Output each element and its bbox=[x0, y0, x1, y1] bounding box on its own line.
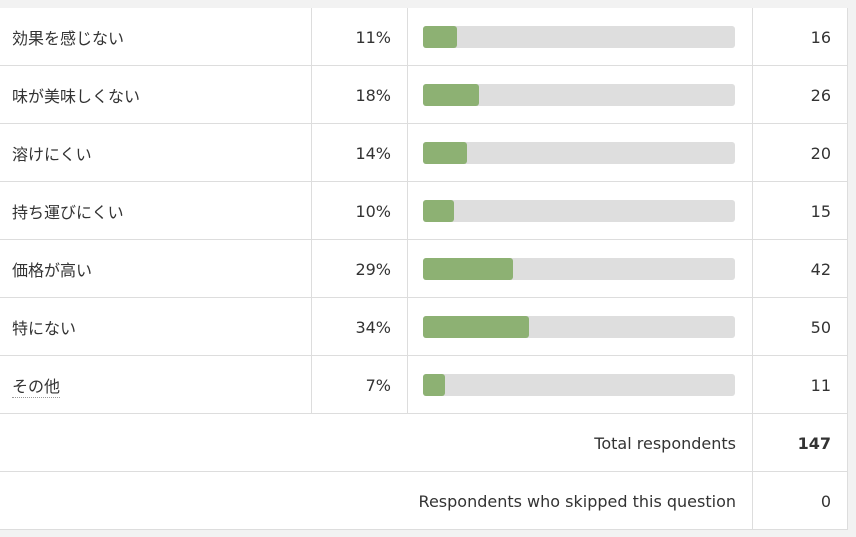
bar-track bbox=[423, 26, 735, 48]
row-divider bbox=[0, 355, 847, 356]
count: 20 bbox=[810, 143, 831, 163]
percent-label: 7% bbox=[365, 375, 391, 395]
bar-track bbox=[423, 374, 735, 396]
bar bbox=[423, 84, 480, 106]
percent-label: 29% bbox=[355, 259, 391, 279]
bar bbox=[423, 258, 514, 280]
count: 42 bbox=[810, 259, 831, 279]
bar-track bbox=[423, 200, 735, 222]
percent-label: 10% bbox=[355, 201, 391, 221]
summary-value: 0 bbox=[820, 491, 831, 511]
percent-label: 11% bbox=[355, 27, 391, 47]
answer-text: 溶けにくい bbox=[12, 145, 92, 164]
summary-label: Total respondents bbox=[594, 433, 736, 453]
count: 15 bbox=[810, 201, 831, 221]
bar bbox=[423, 316, 530, 338]
row-divider bbox=[0, 413, 847, 414]
answer-label: 価格が高い bbox=[0, 240, 311, 298]
bar bbox=[423, 374, 445, 396]
count: 11 bbox=[810, 375, 831, 395]
bar-track bbox=[423, 142, 735, 164]
percent-label: 34% bbox=[355, 317, 391, 337]
answer-text: 特にない bbox=[12, 319, 77, 338]
col-divider bbox=[407, 8, 408, 414]
col-divider bbox=[311, 8, 312, 414]
answer-label: 溶けにくい bbox=[0, 124, 311, 182]
summary-value: 147 bbox=[797, 433, 831, 453]
count: 50 bbox=[810, 317, 831, 337]
row-divider bbox=[0, 123, 847, 124]
answer-label: 持ち運びにくい bbox=[0, 182, 311, 240]
answer-label: 特にない bbox=[0, 298, 311, 356]
answer-text: 持ち運びにくい bbox=[12, 203, 124, 222]
row-divider bbox=[0, 65, 847, 66]
percent-label: 18% bbox=[355, 85, 391, 105]
row-divider bbox=[0, 181, 847, 182]
answer-text: その他 bbox=[12, 373, 61, 398]
results-table: 効果を感じない 11% 16 味が美味しくない 18% 26 溶けにくい 14% 20 持ち運びに… bbox=[0, 8, 848, 530]
answer-label: その他 bbox=[0, 356, 311, 414]
answer-label: 効果を感じない bbox=[0, 8, 311, 66]
percent-label: 14% bbox=[355, 143, 391, 163]
bar bbox=[423, 26, 458, 48]
answer-text: 価格が高い bbox=[12, 261, 93, 280]
count: 26 bbox=[810, 85, 831, 105]
answer-text: 効果を感じない bbox=[12, 29, 125, 48]
summary-label: Respondents who skipped this question bbox=[418, 491, 736, 511]
bar bbox=[423, 142, 467, 164]
count: 16 bbox=[810, 27, 831, 47]
answer-label: 味が美味しくない bbox=[0, 66, 311, 124]
bar-track bbox=[423, 84, 735, 106]
row-divider bbox=[0, 239, 847, 240]
row-divider bbox=[0, 471, 847, 472]
col-divider bbox=[752, 8, 753, 530]
row-divider bbox=[0, 297, 847, 298]
bar bbox=[423, 200, 455, 222]
answer-text: 味が美味しくない bbox=[12, 87, 141, 106]
